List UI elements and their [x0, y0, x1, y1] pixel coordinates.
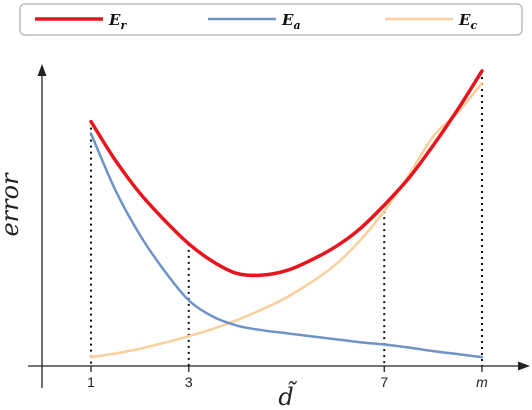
y-axis-arrow [37, 64, 47, 76]
x-axis-label: d̃ [278, 380, 297, 410]
x-tick-label: 1 [87, 374, 95, 390]
series-line-ea [89, 132, 484, 359]
x-ticks: 1 3 7 m [87, 366, 488, 390]
y-axis-label: error [0, 172, 24, 237]
legend-label-ea: Ea [281, 11, 301, 32]
x-tick-label: m [476, 374, 488, 390]
legend-label-er: Er [108, 11, 127, 32]
legend-label-ec: Ec [458, 11, 477, 32]
legend: Er Ea Ec [19, 3, 523, 36]
axes [28, 64, 530, 388]
x-tick-label: 7 [380, 374, 388, 390]
guide-lines [90, 70, 483, 366]
series-line-er [89, 69, 484, 278]
series-line-ec [89, 81, 484, 359]
x-axis-arrow [518, 361, 530, 371]
x-tick-label: 3 [185, 374, 193, 390]
series-layer [89, 69, 484, 359]
